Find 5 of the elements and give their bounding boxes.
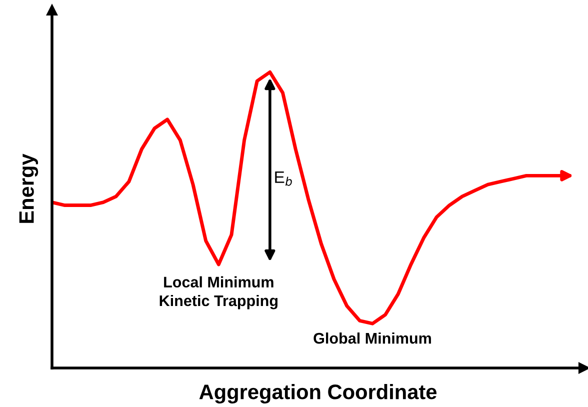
annotation: Global Minimum	[314, 332, 431, 344]
x-axis-title: Aggregation Coordinate	[199, 384, 437, 404]
y-axis-title: Energy	[19, 154, 38, 223]
annotation: Local Minimum Kinetic Trapping	[160, 276, 278, 310]
annotation: E$_{b}$	[275, 171, 292, 186]
